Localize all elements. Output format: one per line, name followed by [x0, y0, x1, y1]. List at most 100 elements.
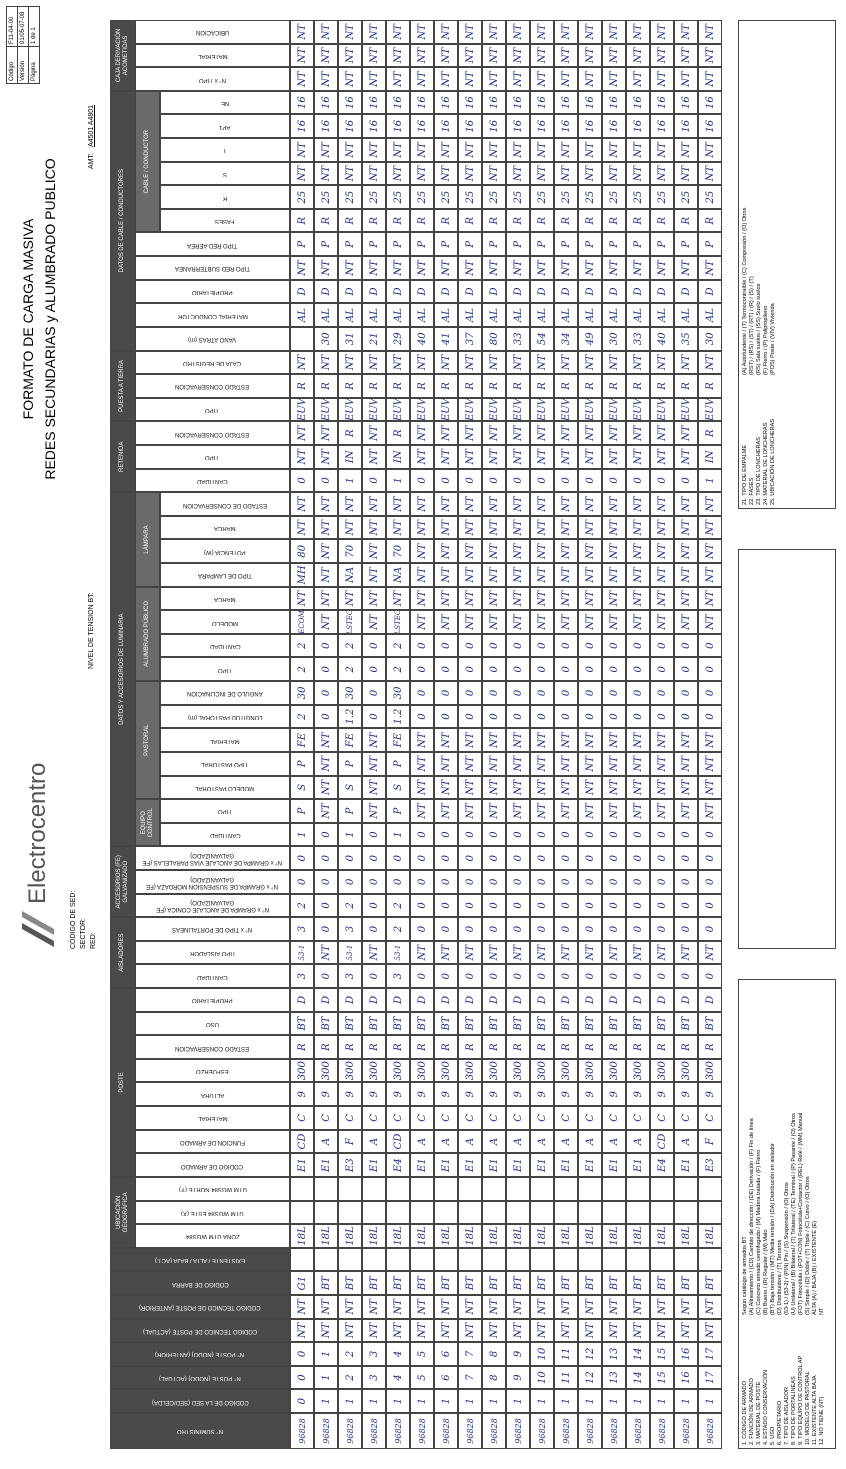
cell-value: 96828 [634, 1418, 643, 1443]
table-cell: NT [506, 728, 530, 752]
table-cell: NT [386, 492, 410, 516]
table-cell: NT [362, 1319, 386, 1343]
table-cell: D [602, 988, 626, 1012]
cell-value: 300 [681, 1061, 692, 1080]
table-cell: EUV [410, 398, 434, 422]
cell-value: 16 [609, 120, 620, 133]
table-cell: 30 [338, 681, 362, 705]
cell-value: 15 [657, 1371, 668, 1384]
cell-value: 0 [561, 831, 572, 837]
table-cell: 0 [578, 681, 602, 705]
table-cell: R [482, 1035, 506, 1059]
table-cell: NT [554, 799, 578, 823]
cell-value: BT [537, 1276, 548, 1290]
cell-value: BT [585, 1276, 596, 1290]
cell-value: 0 [657, 713, 668, 719]
column-header: N° x GRAMPA DE ANCLAJE VÍAS PARALELAS (F… [135, 846, 290, 870]
cell-value: 0 [705, 643, 716, 649]
cell-value: 13 [609, 1371, 620, 1384]
cell-value: NT [441, 732, 452, 747]
table-cell: 0 [506, 657, 530, 681]
cell-value: 0 [441, 713, 452, 719]
table-cell: NT [434, 162, 458, 186]
cell-value: 16 [513, 120, 524, 133]
cell-value: NT [609, 614, 620, 629]
cell-value: 0 [441, 902, 452, 908]
table-cell: BT [626, 1012, 650, 1036]
cell-value: NT [657, 591, 668, 606]
cell-value: 25 [681, 191, 692, 204]
cell-value: NT [441, 496, 452, 511]
table-cell: NT [530, 256, 554, 280]
table-cell: R [482, 374, 506, 398]
cell-value: NT [705, 496, 716, 511]
column-header-text: TIPO [218, 666, 232, 673]
column-header-text: ESTADO CONSERVACIÓN [175, 1044, 249, 1051]
table-cell: 15 [650, 1366, 674, 1390]
table-cell: 16 [650, 91, 674, 115]
cell-value: NT [537, 449, 548, 464]
cell-value: NT [609, 71, 620, 86]
cell-value: D [321, 288, 332, 296]
cell-value: D [297, 288, 308, 296]
table-cell: R [362, 209, 386, 233]
cell-value: E1 [297, 1158, 308, 1172]
table-cell: 16 [554, 91, 578, 115]
cell-value: R [321, 217, 332, 225]
table-cell: 0 [338, 870, 362, 894]
cell-value: NT [633, 544, 644, 559]
cell-value: EUV [297, 398, 308, 421]
cell-value: 53-1 [298, 945, 306, 961]
cell-value: 2 [345, 643, 356, 649]
cell-value: NT [561, 732, 572, 747]
cell-value: 1 [321, 1351, 332, 1357]
cell-value: D [609, 996, 620, 1004]
table-cell: E1 [602, 1153, 626, 1177]
table-cell: 35 [674, 327, 698, 351]
cell-value: 0 [513, 713, 524, 719]
table-cell: NT [650, 941, 674, 965]
table-cell: NT [698, 539, 722, 563]
table-cell: NT [362, 1295, 386, 1319]
cell-value: 16 [393, 120, 404, 133]
cell-value: NT [585, 780, 596, 795]
table-cell: 25 [602, 185, 626, 209]
cell-value: 35 [681, 332, 692, 345]
table-cell: 0 [314, 917, 338, 941]
table-cell: 0 [530, 823, 554, 847]
table-cell: P [290, 233, 314, 257]
cell-value: BT [633, 1016, 644, 1030]
table-cell: 0 [362, 705, 386, 729]
cell-value: 0 [561, 666, 572, 672]
table-cell: NT [650, 539, 674, 563]
table-cell: NT [554, 728, 578, 752]
cell-value: NT [441, 142, 452, 157]
table-cell: NT [674, 351, 698, 375]
column-header: ÁNGULO DE INCLINACIÓN [160, 681, 290, 705]
cell-value: 0 [585, 926, 596, 932]
table-cell: 96828 [290, 1413, 314, 1449]
table-cell: 0 [530, 634, 554, 658]
cell-value: NT [561, 71, 572, 86]
table-cell: 0 [578, 657, 602, 681]
table-cell: 2 [338, 1366, 362, 1390]
cell-value: 0 [297, 855, 308, 861]
cell-value: 0 [297, 1374, 308, 1380]
cell-value: 1 [417, 1398, 428, 1404]
legend-item: 23. TIPO DE LONCHERAS(RS) Sala suelos / … [756, 24, 763, 505]
cell-value: A [489, 1138, 500, 1145]
table-cell: 300 [410, 1059, 434, 1083]
cell-value: 0 [537, 666, 548, 672]
table-cell: R [338, 374, 362, 398]
cell-value: 0 [633, 879, 644, 885]
cell-value: NT [561, 449, 572, 464]
table-cell: 0 [434, 634, 458, 658]
table-cell: P [362, 233, 386, 257]
cell-value: R [441, 382, 452, 390]
table-cell: 0 [650, 917, 674, 941]
cell-value: 0 [489, 690, 500, 696]
table-cell: NT [578, 610, 602, 634]
table-cell: 2 [386, 657, 410, 681]
table-cell: NT [506, 516, 530, 540]
cell-value: BT [441, 1276, 452, 1290]
